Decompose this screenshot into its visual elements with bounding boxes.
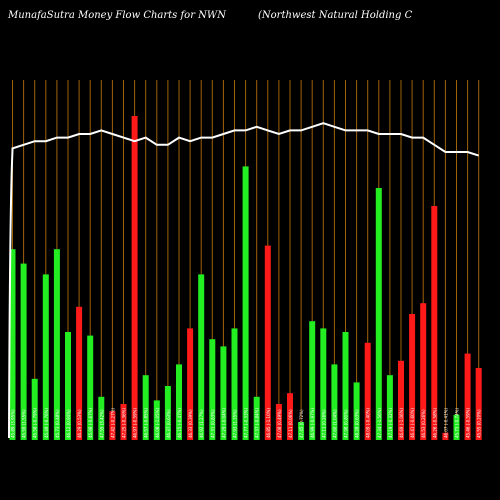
x-tick-label: 47.29 (-0.04%)	[221, 408, 226, 438]
money-flow-bar	[209, 339, 216, 440]
money-flow-bar	[142, 375, 149, 440]
money-flow-bar	[131, 116, 138, 440]
x-tick-label: 46.41 (-0.60%)	[410, 408, 415, 438]
x-tick-label: 46.97 (-0.59%)	[133, 408, 138, 438]
x-tick-label: 47.31 (0.83%)	[210, 409, 215, 438]
money-flow-bar	[253, 396, 260, 440]
x-tick-label: 46.29 (0.53%)	[77, 409, 82, 438]
x-tick-label: 45.98 (-0.67%)	[88, 408, 93, 438]
x-tick-label: 46.08 (-1.05%)	[155, 408, 160, 438]
x-tick-label: 46.33 (0.39%)	[188, 409, 193, 438]
chart-subtitle: (Northwest Natural Holding C	[258, 10, 413, 21]
money-flow-bar	[42, 274, 49, 440]
money-flow-bar	[109, 411, 116, 440]
x-tick-label: 47.34 (-1.56%)	[377, 408, 382, 438]
x-tick-label: 47.77 (-0.33%)	[244, 408, 249, 438]
money-flow-bar	[231, 328, 238, 440]
money-flow-bar	[420, 303, 427, 440]
money-flow-bar	[431, 206, 438, 440]
price-line	[8, 122, 480, 439]
money-flow-bar	[65, 332, 71, 440]
x-tick-label: 47.42 (-0.27%)	[110, 408, 115, 438]
money-flow-bar	[287, 393, 293, 440]
x-tick-label: 45.49 (-0.76%)	[44, 408, 49, 438]
money-flow-bar	[342, 332, 349, 440]
money-flow-bar	[98, 396, 105, 440]
money-flow-bar	[242, 166, 249, 440]
money-flow-bar	[76, 306, 83, 440]
x-tick-label: 46.07 (-0.41%)	[443, 408, 448, 438]
money-flow-bar	[331, 364, 338, 440]
money-flow-bar	[464, 353, 471, 440]
x-tick-label: 45.89 (3.95%)	[11, 409, 16, 438]
x-tick-label: 47.19 (-0.32%)	[388, 408, 393, 438]
money-flow-bar	[398, 360, 404, 440]
money-flow-bar	[187, 328, 194, 440]
x-tick-label: 45.59 (1.55%)	[22, 409, 27, 438]
money-flow-bar	[176, 364, 182, 440]
x-tick-label: 47.37 (-0.84%)	[255, 408, 260, 438]
money-flow-bar	[320, 328, 327, 440]
x-tick-label: 47.98 (0.80%)	[344, 409, 349, 438]
money-flow-bar	[386, 375, 393, 440]
money-flow-bar	[364, 342, 371, 440]
x-tick-label: 47.55 (3.42%)	[99, 409, 104, 438]
label-layer: 45.89 (3.95%) 45.59 (1.55%) 45.58 (-0.79%)…	[11, 408, 482, 438]
x-tick-label: 48.09 (-0.40%)	[366, 408, 371, 438]
money-flow-bar	[9, 249, 16, 440]
x-tick-label: 46.99 (-0.97%)	[310, 408, 315, 438]
x-tick-label: 45.73 (-0.74%)	[455, 408, 460, 438]
money-flow-bar	[120, 404, 127, 440]
x-tick-label: 46.12 (0.94%)	[66, 409, 71, 438]
money-flow-bar	[375, 188, 382, 440]
x-tick-label: 47.60 (1.04%)	[332, 409, 337, 438]
money-flow-bar	[87, 335, 94, 440]
money-flow-bar	[198, 274, 205, 440]
money-flow-bar	[475, 368, 482, 440]
money-flow-bar	[153, 400, 160, 440]
chart-title: MunafaSutra Money Flow Charts for NWN	[8, 10, 226, 21]
money-flow-bar	[220, 346, 227, 440]
x-tick-label: 47.25 (-0.36%)	[122, 408, 127, 438]
x-tick-label: 46.69 (-1.06%)	[399, 408, 404, 438]
bar-layer	[9, 116, 482, 440]
money-flow-bar	[264, 245, 271, 440]
x-tick-label: 45.55 (0.20%)	[477, 409, 482, 438]
money-flow-bar	[164, 386, 171, 440]
money-flow-bar	[298, 422, 305, 440]
x-tick-label: 47.45 (0.72%)	[299, 409, 304, 438]
x-tick-label: 47.08 (0.49%)	[277, 409, 282, 438]
x-tick-label: 46.85 (-1.10%)	[266, 408, 271, 438]
x-tick-label: 47.93 (1.35%)	[233, 409, 238, 438]
money-flow-bar	[20, 263, 27, 440]
x-tick-label: 45.73 (0.48%)	[55, 409, 60, 438]
money-flow-bar	[353, 382, 360, 440]
money-flow-bar	[275, 404, 282, 440]
money-flow-bar	[453, 414, 460, 440]
x-tick-label: 46.53 (0.26%)	[421, 409, 426, 438]
x-tick-label: 45.58 (-0.79%)	[33, 408, 38, 438]
x-tick-label: 46.26 (-0.58%)	[432, 408, 437, 438]
x-tick-label: 47.11 (0.06%)	[288, 409, 293, 438]
money-flow-bar	[31, 378, 38, 440]
money-flow-bar	[442, 432, 449, 440]
x-tick-label: 47.11 (0.26%)	[321, 409, 326, 438]
x-tick-label: 46.15 (-0.47%)	[177, 408, 182, 438]
money-flow-bar	[409, 314, 416, 440]
x-tick-label: 46.57 (-0.85%)	[144, 408, 149, 438]
x-tick-label: 48.28 (0.63%)	[355, 409, 360, 438]
money-flow-bar	[53, 249, 60, 440]
x-tick-label: 45.46 (-0.59%)	[466, 408, 471, 438]
x-tick-label: 46.37 (0.63%)	[166, 409, 171, 438]
line-layer	[8, 122, 480, 439]
x-tick-label: 46.92 (1.27%)	[199, 409, 204, 438]
money-flow-bar	[309, 321, 316, 440]
